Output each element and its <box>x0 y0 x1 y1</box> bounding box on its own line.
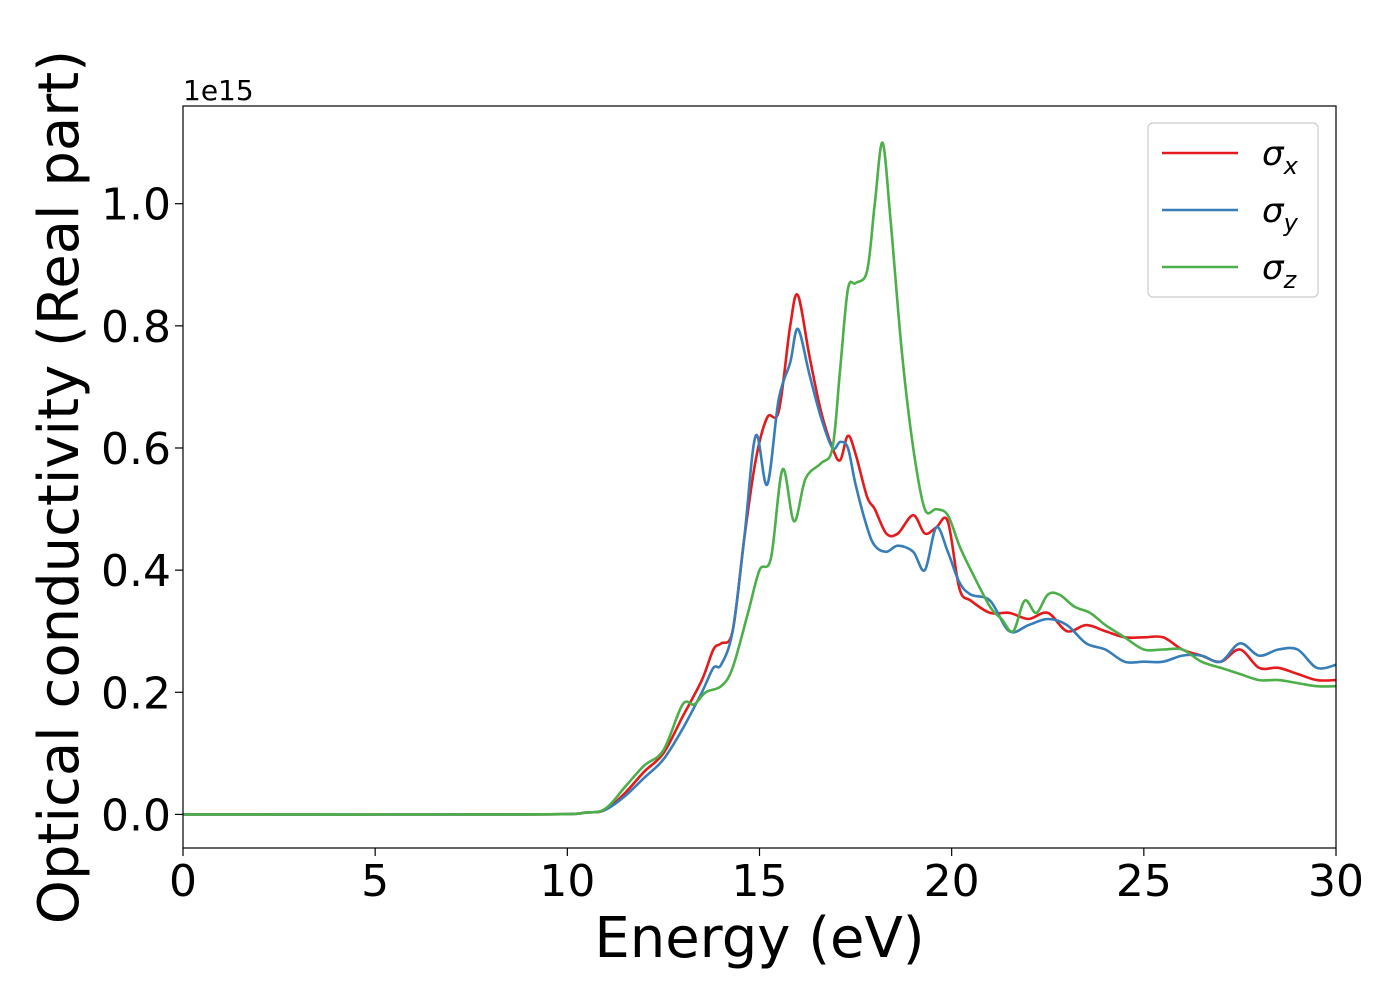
y-axis-label: Optical conductivity (Real part) <box>27 50 92 924</box>
y-tick-label: 0.8 <box>101 302 171 353</box>
y-tick-label: 0.0 <box>101 790 171 841</box>
x-tick-label: 30 <box>1308 856 1364 907</box>
y-tick-label: 0.4 <box>101 546 171 597</box>
legend: σx σy σz <box>1147 122 1319 298</box>
y-axis: 0.0 0.2 0.4 0.6 0.8 1.0 <box>101 180 183 841</box>
legend-label-x: σx <box>1262 134 1299 180</box>
legend-label-y: σy <box>1262 191 1299 237</box>
series-line-x <box>183 293 1336 816</box>
y-tick-label: 0.2 <box>101 668 171 719</box>
x-tick-label: 5 <box>361 856 389 907</box>
series-layer <box>183 141 1336 816</box>
y-tick-label: 0.6 <box>101 424 171 475</box>
x-axis: 0 5 10 15 20 25 30 <box>169 848 1364 907</box>
y-tick-label: 1.0 <box>101 180 171 231</box>
x-tick-label: 20 <box>924 856 980 907</box>
legend-label-z: σz <box>1262 248 1298 294</box>
x-tick-label: 10 <box>539 856 595 907</box>
x-axis-label: Energy (eV) <box>594 906 924 971</box>
x-tick-label: 0 <box>169 856 197 907</box>
x-tick-label: 25 <box>1116 856 1172 907</box>
series-line-z <box>183 141 1336 816</box>
y-offset-text: 1e15 <box>183 74 254 107</box>
x-tick-label: 15 <box>732 856 788 907</box>
